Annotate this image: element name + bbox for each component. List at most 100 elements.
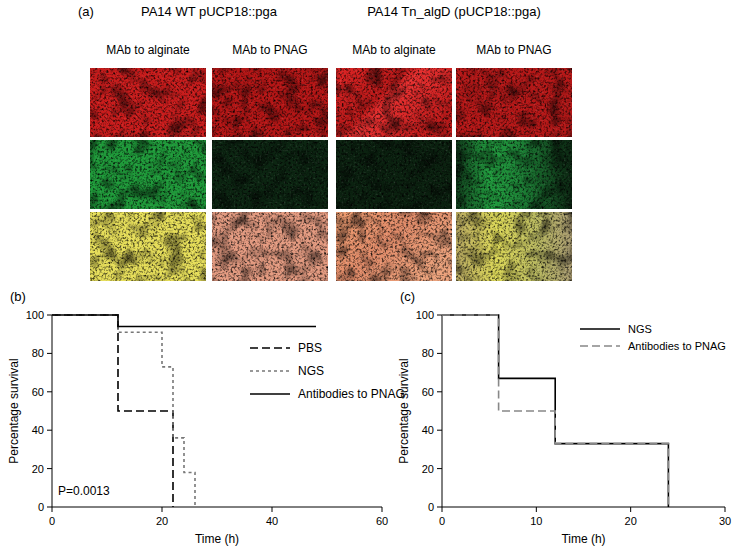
y-tick-label: 20 [422, 463, 434, 475]
image-base [336, 68, 452, 137]
image-speckle [90, 140, 206, 209]
image-patches [212, 212, 328, 281]
image-speckle [456, 140, 572, 209]
image-speckle [90, 212, 206, 281]
column-label: MAb to PNAG [476, 43, 551, 57]
image-speckle [90, 68, 206, 137]
legend-swatch [250, 370, 290, 372]
image-patches [90, 140, 206, 209]
image-speckle [212, 68, 328, 137]
legend-label: Antibodies to PNAG [628, 340, 726, 352]
x-tick [536, 507, 537, 512]
chart: 0204060020406080100Time (h)Percentage su… [7, 289, 405, 546]
y-tick [47, 507, 52, 508]
y-tick [47, 430, 52, 431]
image-base [456, 212, 572, 281]
figure: (a)PA14 WT pUCP18::pgaMAb to alginateMAb… [0, 0, 745, 550]
x-tick-label: 30 [719, 515, 731, 527]
image-patches [90, 68, 206, 137]
x-tick-label: 0 [49, 515, 55, 527]
x-tick [272, 507, 273, 512]
y-axis-label: Percentage survival [7, 358, 21, 463]
y-tick [437, 391, 442, 392]
micrograph [90, 140, 206, 209]
micrograph [456, 140, 572, 209]
survival-curve [52, 315, 195, 507]
image-highlight [456, 68, 572, 137]
image-highlight [90, 140, 206, 209]
x-tick-label: 20 [625, 515, 637, 527]
image-patches [456, 68, 572, 137]
x-tick [382, 507, 383, 512]
y-tick [437, 430, 442, 431]
image-base [90, 68, 206, 137]
y-tick [47, 315, 52, 316]
panel-label: (b) [10, 289, 26, 304]
chart: 0102030020406080100Time (h)Percentage su… [397, 289, 731, 546]
image-base [336, 212, 452, 281]
legend-swatch [250, 393, 290, 395]
micrograph [90, 68, 206, 137]
image-base [456, 140, 572, 209]
x-axis-label: Time (h) [195, 532, 239, 546]
y-tick [47, 391, 52, 392]
legend-swatch [580, 328, 620, 330]
panel-label: (a) [78, 4, 94, 19]
image-highlight [336, 140, 452, 209]
image-patches [90, 212, 206, 281]
y-axis [442, 315, 443, 507]
image-base [336, 140, 452, 209]
survival-curve [52, 315, 316, 327]
column-label: MAb to PNAG [232, 43, 307, 57]
image-highlight [336, 68, 452, 137]
y-tick-label: 80 [422, 347, 434, 359]
x-tick-label: 40 [266, 515, 278, 527]
image-speckle [212, 212, 328, 281]
image-highlight [212, 212, 328, 281]
group-title: PA14 WT pUCP18::pga [141, 4, 278, 19]
x-tick [442, 507, 443, 512]
micrograph [456, 68, 572, 137]
x-tick [725, 507, 726, 512]
image-patches [212, 68, 328, 137]
micrograph [90, 212, 206, 281]
y-tick-label: 40 [422, 424, 434, 436]
legend-label: PBS [298, 341, 322, 355]
image-speckle [336, 68, 452, 137]
x-axis [52, 507, 382, 508]
y-tick-label: 0 [38, 501, 44, 513]
y-axis-label: Percentage survival [397, 358, 411, 463]
x-tick [52, 507, 53, 512]
image-base [90, 140, 206, 209]
y-tick [47, 353, 52, 354]
image-patches [336, 212, 452, 281]
y-tick [47, 468, 52, 469]
x-axis [442, 507, 725, 508]
x-tick [162, 507, 163, 512]
micrographs [90, 68, 572, 281]
group-title: PA14 Tn_algD (pUCP18::pga) [367, 4, 541, 19]
legend-label: NGS [298, 364, 324, 378]
y-tick-label: 20 [32, 463, 44, 475]
y-tick [437, 353, 442, 354]
micrograph [336, 212, 452, 281]
image-patches [336, 140, 452, 209]
legend-label: NGS [628, 323, 652, 335]
x-tick-label: 60 [376, 515, 388, 527]
y-tick-label: 80 [32, 347, 44, 359]
image-patches [212, 140, 328, 209]
image-speckle [456, 212, 572, 281]
image-patches [336, 68, 452, 137]
y-axis [52, 315, 53, 507]
x-tick [630, 507, 631, 512]
y-tick [437, 468, 442, 469]
micrograph [212, 212, 328, 281]
image-base [212, 68, 328, 137]
image-base [212, 140, 328, 209]
micrograph [336, 68, 452, 137]
y-tick-label: 100 [416, 309, 434, 321]
micrograph [212, 140, 328, 209]
image-highlight [456, 212, 572, 281]
legend: PBSNGSAntibodies to PNAG [250, 341, 405, 401]
micrograph [212, 68, 328, 137]
